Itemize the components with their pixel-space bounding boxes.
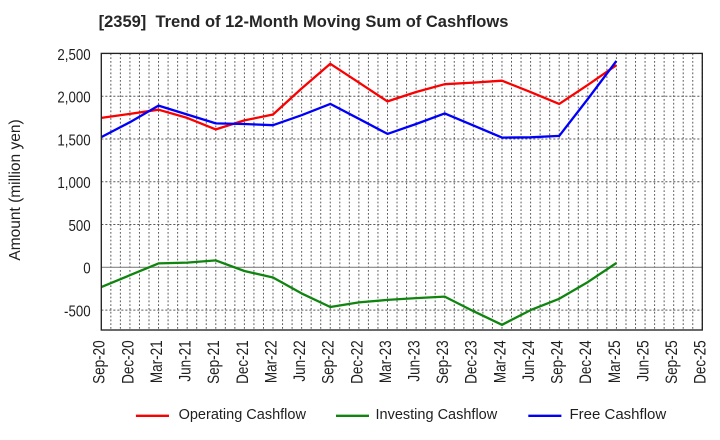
svg-text:Mar-25: Mar-25 [606,340,624,383]
svg-text:Investing Cashflow: Investing Cashflow [376,407,498,423]
svg-text:Dec-24: Dec-24 [577,340,595,384]
svg-text:Sep-25: Sep-25 [663,340,681,384]
svg-text:Free Cashflow: Free Cashflow [570,406,667,423]
svg-text:Dec-21: Dec-21 [234,340,252,384]
svg-text:Mar-21: Mar-21 [148,340,166,383]
svg-text:Mar-23: Mar-23 [377,340,395,383]
svg-text:2,500: 2,500 [57,47,90,64]
svg-text:Jun-25: Jun-25 [634,340,652,381]
svg-text:2,000: 2,000 [57,90,90,107]
svg-text:Operating Cashflow: Operating Cashflow [179,407,307,423]
svg-text:Amount (million yen): Amount (million yen) [7,119,24,260]
svg-text:Mar-24: Mar-24 [491,340,509,383]
svg-text:[2359] Trend of 12-Month Movi: [2359] Trend of 12-Month Moving Sum of C… [99,13,509,31]
svg-text:500: 500 [68,218,90,235]
svg-text:Sep-24: Sep-24 [548,340,566,384]
svg-text:Sep-20: Sep-20 [91,340,109,384]
svg-text:Sep-22: Sep-22 [320,340,338,384]
svg-text:Dec-20: Dec-20 [119,340,137,384]
svg-text:1,000: 1,000 [57,175,90,192]
svg-text:Jun-23: Jun-23 [405,340,423,381]
svg-text:Jun-21: Jun-21 [176,340,194,381]
svg-text:Sep-23: Sep-23 [434,340,452,384]
svg-text:Dec-25: Dec-25 [692,340,710,384]
svg-text:Dec-22: Dec-22 [348,340,366,384]
svg-text:-500: -500 [64,303,91,320]
svg-text:Jun-24: Jun-24 [520,340,538,381]
svg-text:1,500: 1,500 [57,132,90,149]
svg-text:Mar-22: Mar-22 [262,340,280,383]
svg-text:Dec-23: Dec-23 [463,340,481,384]
svg-text:Sep-21: Sep-21 [205,340,223,384]
svg-text:Jun-22: Jun-22 [291,340,309,381]
svg-text:0: 0 [83,261,90,278]
